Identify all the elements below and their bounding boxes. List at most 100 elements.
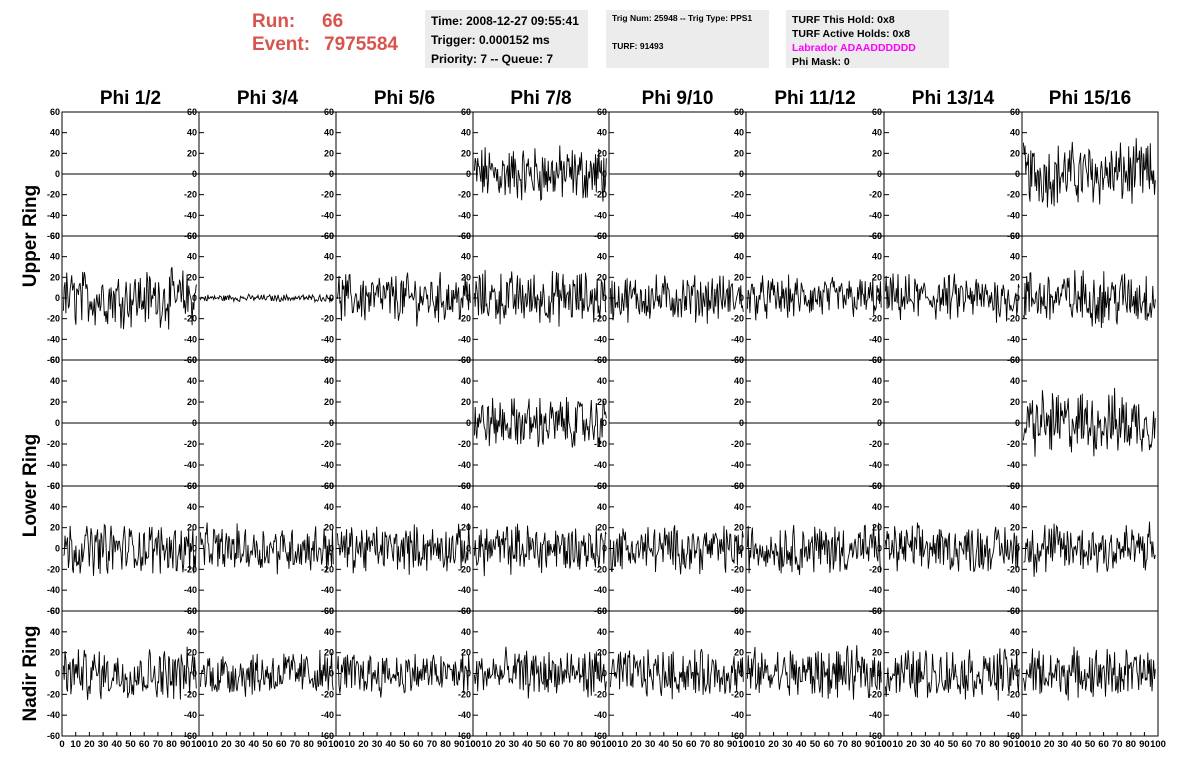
- x-tick-label: 30: [645, 739, 656, 750]
- y-tick-label: 60: [734, 606, 744, 616]
- y-tick-label: 60: [734, 231, 744, 241]
- y-tick-label: 40: [187, 376, 197, 386]
- y-tick-label: -40: [458, 460, 471, 470]
- y-tick-label: 60: [50, 481, 60, 491]
- x-tick-label: 40: [659, 739, 670, 750]
- y-tick-label: 40: [734, 627, 744, 637]
- y-tick-label: 60: [187, 107, 197, 117]
- y-tick-label: -40: [869, 210, 882, 220]
- y-tick-label: -40: [731, 210, 744, 220]
- x-tick-label: 50: [948, 739, 959, 750]
- y-tick-label: 40: [872, 128, 882, 138]
- waveform-trace: [1022, 270, 1156, 329]
- y-tick-label: 60: [597, 355, 607, 365]
- waveform-panel: [61, 485, 200, 612]
- y-tick-label: -40: [731, 460, 744, 470]
- y-tick-label: -40: [1007, 710, 1020, 720]
- y-tick-label: 40: [50, 627, 60, 637]
- column-title: Phi 3/4: [237, 88, 299, 109]
- x-tick-label: 40: [934, 739, 945, 750]
- x-tick-label: 30: [509, 739, 520, 750]
- y-tick-label: 20: [324, 523, 334, 533]
- x-tick-label: 50: [399, 739, 410, 750]
- y-tick-label: 60: [1010, 606, 1020, 616]
- y-tick-label: -20: [869, 564, 882, 574]
- y-tick-label: 60: [872, 606, 882, 616]
- y-tick-label: 20: [597, 272, 607, 282]
- y-tick-label: 20: [734, 397, 744, 407]
- y-tick-label: -20: [1007, 564, 1020, 574]
- x-tick-label: 80: [1126, 739, 1137, 750]
- waveform-trace: [1022, 138, 1156, 208]
- y-tick-label: 20: [50, 523, 60, 533]
- y-tick-label: -20: [184, 439, 197, 449]
- y-tick-label: 0: [877, 669, 882, 679]
- y-tick-label: 20: [461, 272, 471, 282]
- time-text: Time: 2008-12-27 09:55:41: [431, 14, 579, 28]
- y-tick-label: -60: [47, 355, 60, 365]
- y-tick-label: 0: [602, 669, 607, 679]
- y-tick-label: -40: [594, 585, 607, 595]
- x-tick-label: 30: [782, 739, 793, 750]
- y-tick-label: -40: [594, 334, 607, 344]
- y-tick-label: -40: [47, 460, 60, 470]
- y-tick-label: -20: [731, 314, 744, 324]
- x-tick-label: 20: [906, 739, 917, 750]
- y-tick-label: -20: [731, 190, 744, 200]
- y-tick-label: -20: [731, 689, 744, 699]
- y-tick-label: -40: [47, 334, 60, 344]
- y-tick-label: 40: [734, 502, 744, 512]
- y-tick-label: -20: [458, 190, 471, 200]
- y-tick-label: 40: [50, 502, 60, 512]
- y-tick-label: -20: [869, 439, 882, 449]
- waveform-panel: [608, 610, 747, 737]
- y-tick-label: 60: [187, 355, 197, 365]
- y-tick-label: 0: [739, 669, 744, 679]
- y-tick-label: -20: [594, 689, 607, 699]
- y-tick-label: 60: [1010, 231, 1020, 241]
- x-tick-label: 20: [768, 739, 779, 750]
- y-tick-label: -20: [731, 439, 744, 449]
- y-tick-label: 40: [461, 502, 471, 512]
- y-tick-label: -20: [731, 564, 744, 574]
- y-tick-label: -20: [47, 564, 60, 574]
- waveform-trace: [63, 523, 197, 576]
- y-tick-label: -40: [869, 460, 882, 470]
- x-tick-label: 10: [617, 739, 628, 750]
- x-tick-label: 0: [333, 739, 338, 750]
- y-tick-label: -20: [321, 564, 334, 574]
- x-tick-label: 60: [276, 739, 287, 750]
- y-tick-label: 0: [877, 544, 882, 554]
- y-tick-label: -60: [458, 731, 471, 741]
- x-tick-label: 90: [317, 739, 328, 750]
- y-tick-label: -40: [458, 334, 471, 344]
- y-tick-label: 60: [324, 606, 334, 616]
- y-tick-label: -20: [47, 314, 60, 324]
- y-tick-label: 0: [55, 544, 60, 554]
- x-tick-label: 10: [755, 739, 766, 750]
- y-tick-label: -40: [869, 585, 882, 595]
- waveform-trace: [199, 522, 334, 575]
- y-tick-label: -20: [869, 190, 882, 200]
- waveform-trace: [473, 145, 607, 202]
- y-tick-label: 20: [50, 148, 60, 158]
- y-tick-label: -40: [184, 585, 197, 595]
- x-tick-label: 20: [495, 739, 506, 750]
- x-tick-label: 0: [1019, 739, 1024, 750]
- y-tick-label: 60: [50, 107, 60, 117]
- x-tick-label: 10: [1030, 739, 1041, 750]
- y-tick-label: 0: [55, 169, 60, 179]
- y-tick-label: -60: [47, 231, 60, 241]
- x-tick-label: 60: [549, 739, 560, 750]
- y-tick-label: 20: [734, 523, 744, 533]
- x-tick-label: 40: [249, 739, 260, 750]
- waveform-trace: [473, 523, 607, 577]
- y-tick-label: -20: [184, 314, 197, 324]
- priority-text: Priority: 7 -- Queue: 7: [431, 52, 554, 66]
- y-tick-label: 20: [461, 648, 471, 658]
- x-tick-label: 90: [1139, 739, 1150, 750]
- y-tick-label: 60: [324, 355, 334, 365]
- x-tick-label: 40: [386, 739, 397, 750]
- y-tick-label: -20: [1007, 439, 1020, 449]
- y-tick-label: 60: [597, 481, 607, 491]
